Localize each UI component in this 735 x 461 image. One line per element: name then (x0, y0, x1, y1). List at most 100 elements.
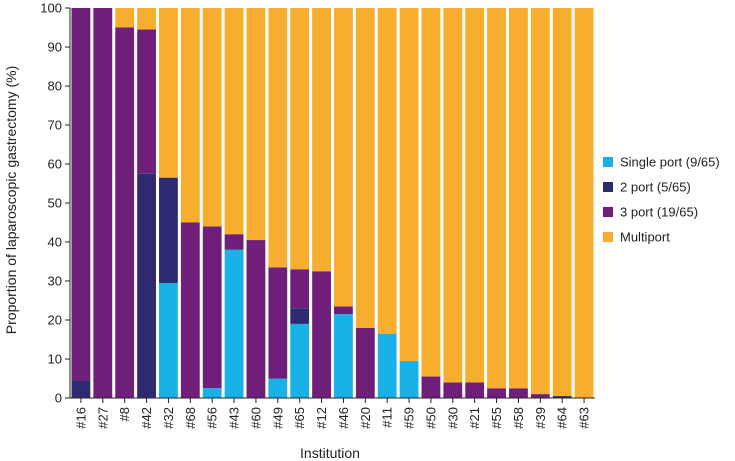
bar-segment-59-s3 (399, 8, 419, 361)
bar-segment-60-s2 (246, 240, 266, 398)
y-tick-label: 90 (48, 40, 62, 55)
legend-swatch (603, 182, 613, 192)
y-tick-label: 60 (48, 157, 62, 172)
x-axis: #16 #27 #8 #42 #32 #68 #56 #43 #60 #49 #65 #12 #46 #2… (70, 397, 595, 429)
x-tick-label: #60 (248, 407, 263, 429)
y-tick-label: 30 (48, 274, 62, 289)
bar-segment-12-s2 (312, 271, 331, 398)
legend-label: Single port (9/65) (620, 155, 720, 170)
bar-segment-56-s2 (202, 226, 222, 389)
x-tick-label: #16 (73, 407, 88, 429)
bar-segment-60-s3 (246, 8, 266, 241)
bar-segment-20-s3 (355, 8, 375, 328)
x-tick-label: #55 (489, 407, 504, 429)
x-tick-label: #21 (467, 407, 482, 429)
y-tick-label: 70 (48, 118, 62, 133)
x-tick-label: #56 (205, 407, 220, 429)
bar-segment-39-s2 (530, 394, 550, 398)
x-tick-label: #43 (227, 407, 242, 429)
legend: Single port (9/65) 2 port (5/65) 3 port (1… (603, 155, 720, 245)
x-tick-label: #63 (577, 407, 592, 429)
bar-segment-56-s3 (202, 8, 222, 227)
bar-segment-58-s2 (509, 388, 528, 398)
bar-segment-68-s2 (180, 222, 200, 398)
x-tick-label: #12 (314, 407, 329, 429)
y-tick-label: 50 (48, 196, 62, 211)
bar-segment-65-s1 (290, 308, 310, 324)
x-tick-label: #59 (402, 407, 417, 429)
y-tick-label: 100 (40, 1, 62, 16)
bar-segment-49-s0 (268, 378, 288, 398)
bar-segment-32-s1 (159, 177, 178, 283)
bar-segment-43-s2 (224, 234, 244, 250)
bar-segment-68-s3 (180, 8, 200, 223)
bar-segment-46-s3 (334, 8, 353, 307)
legend-swatch (603, 232, 613, 242)
y-tick-label: 0 (55, 391, 62, 406)
legend-swatch (603, 207, 613, 217)
x-tick-label: #11 (380, 407, 395, 428)
bar-segment-8-s2 (115, 27, 135, 398)
bar-segment-56-s0 (202, 388, 222, 398)
bar-segment-43-s0 (224, 249, 244, 398)
bar-segment-49-s3 (268, 8, 288, 268)
x-tick-label: #30 (445, 407, 460, 429)
legend-label: 2 port (5/65) (620, 180, 691, 195)
bar-segment-50-s3 (421, 8, 441, 377)
bar-segment-65-s0 (290, 323, 310, 398)
legend-swatch (603, 157, 613, 167)
bars-group (71, 8, 594, 398)
x-tick-label: #46 (336, 407, 351, 429)
bar-segment-42-s1 (137, 173, 156, 398)
bar-segment-55-s2 (487, 388, 506, 398)
bar-segment-16-s2 (71, 8, 91, 381)
bar-segment-21-s2 (465, 382, 485, 398)
bar-segment-65-s3 (290, 8, 310, 270)
bar-segment-11-s3 (377, 8, 397, 334)
bar-segment-30-s3 (443, 8, 463, 383)
bar-segment-63-s3 (574, 8, 594, 398)
x-tick-label: #39 (533, 407, 548, 429)
x-tick-label: #50 (423, 407, 438, 429)
bar-segment-49-s2 (268, 267, 288, 379)
x-tick-label: #64 (555, 407, 570, 429)
bar-segment-55-s3 (487, 8, 506, 389)
x-tick-label: #27 (95, 407, 110, 429)
bar-segment-58-s3 (509, 8, 528, 389)
y-axis: 0 10 20 30 40 50 60 70 80 90 100 (40, 1, 71, 406)
bar-segment-32-s0 (159, 282, 178, 398)
x-tick-label: #68 (183, 407, 198, 429)
bar-segment-64-s1 (552, 396, 572, 398)
legend-label: Multiport (620, 230, 670, 245)
x-tick-label: #8 (117, 407, 132, 421)
bar-segment-39-s3 (530, 8, 550, 395)
bar-segment-59-s0 (399, 360, 419, 398)
x-tick-label: #42 (139, 407, 154, 429)
bar-segment-42-s3 (137, 8, 156, 30)
bar-segment-43-s3 (224, 8, 244, 235)
legend-label: 3 port (19/65) (620, 205, 698, 220)
y-tick-label: 40 (48, 235, 62, 250)
bar-segment-46-s0 (334, 314, 353, 398)
bar-segment-8-s3 (115, 8, 135, 28)
bar-segment-64-s3 (552, 8, 572, 397)
bar-segment-21-s3 (465, 8, 485, 383)
x-tick-label: #65 (292, 407, 307, 429)
bar-segment-30-s2 (443, 382, 463, 398)
bar-segment-50-s2 (421, 376, 441, 398)
bar-segment-32-s3 (159, 8, 178, 178)
y-tick-label: 10 (48, 352, 62, 367)
x-tick-label: #49 (270, 407, 285, 429)
bar-segment-16-s1 (71, 380, 91, 398)
y-tick-label: 20 (48, 313, 62, 328)
y-tick-label: 80 (48, 79, 62, 94)
bar-segment-12-s3 (312, 8, 331, 272)
bar-segment-65-s2 (290, 269, 310, 309)
x-tick-label: #20 (358, 407, 373, 429)
x-tick-label: #32 (161, 407, 176, 429)
y-axis-title: Proportion of laparoscopic gastrectomy (… (3, 66, 19, 334)
x-tick-label: #58 (511, 407, 526, 429)
bar-segment-42-s2 (137, 29, 156, 174)
